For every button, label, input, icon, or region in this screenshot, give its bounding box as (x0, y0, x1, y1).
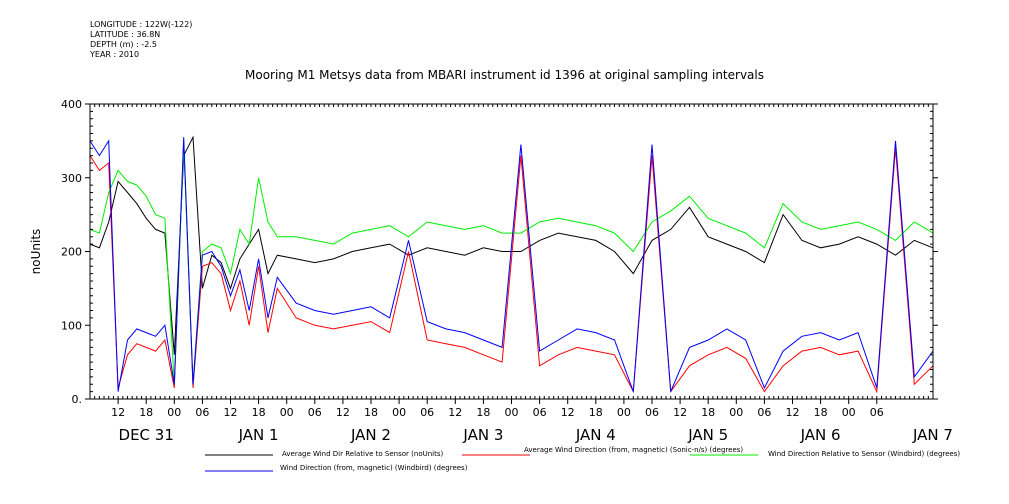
x-day-label: JAN 1 (238, 426, 279, 444)
legend-label-2: Wind Direction Relative to Sensor (Windb… (768, 450, 960, 458)
x-day-label: JAN 6 (800, 426, 841, 444)
x-tick-label: 12 (673, 406, 687, 419)
legend-label-3: Wind Direction (from, magnetic) (Windbir… (280, 464, 468, 472)
chart-title: Mooring M1 Metsys data from MBARI instru… (245, 68, 764, 82)
x-day-label: JAN 2 (350, 426, 391, 444)
x-tick-label: 06 (308, 406, 322, 419)
y-tick-label: 0. (72, 393, 83, 406)
y-tick-label: 300 (61, 172, 82, 185)
y-axis-label: noUnits (29, 229, 43, 275)
year-text: YEAR : 2010 (90, 50, 140, 59)
depth-text: DEPTH (m) : -2.5 (90, 40, 157, 49)
x-tick-label: 00 (617, 406, 631, 419)
x-tick-label: 00 (842, 406, 856, 419)
x-day-label: JAN 4 (575, 426, 616, 444)
latitude-text: LATITUDE : 36.8N (90, 30, 161, 39)
x-tick-label: 06 (533, 406, 547, 419)
x-tick-label: 00 (729, 406, 743, 419)
x-tick-label: 18 (252, 406, 266, 419)
x-tick-label: 06 (195, 406, 209, 419)
x-tick-label: 18 (476, 406, 490, 419)
x-tick-label: 12 (224, 406, 238, 419)
x-tick-label: 12 (111, 406, 125, 419)
x-tick-label: 06 (645, 406, 659, 419)
x-tick-label: 12 (561, 406, 575, 419)
x-tick-label: 00 (280, 406, 294, 419)
series-line-1 (89, 140, 934, 394)
x-tick-label: 12 (786, 406, 800, 419)
x-tick-label: 00 (392, 406, 406, 419)
x-day-label: JAN 5 (687, 426, 728, 444)
x-tick-label: 06 (757, 406, 771, 419)
longitude-text: LONGITUDE : 122W(-122) (90, 20, 193, 29)
metadata-block: LONGITUDE : 122W(-122) LATITUDE : 36.8N … (90, 20, 192, 60)
x-tick-label: 00 (505, 406, 519, 419)
x-tick-label: 18 (701, 406, 715, 419)
x-tick-label: 06 (420, 406, 434, 419)
x-tick-label: 18 (364, 406, 378, 419)
x-tick-label: 18 (814, 406, 828, 419)
y-tick-label: 400 (61, 98, 82, 111)
x-day-label: JAN 3 (462, 426, 503, 444)
x-tick-label: 06 (870, 406, 884, 419)
legend-label-0: Average Wind Dir Relative to Sensor (noU… (282, 450, 443, 458)
series-line-2 (89, 144, 934, 385)
x-tick-label: 18 (589, 406, 603, 419)
x-tick-label: 12 (448, 406, 462, 419)
series-line-3 (89, 137, 934, 392)
x-tick-label: 12 (336, 406, 350, 419)
x-tick-label: 00 (167, 406, 181, 419)
x-day-label: DEC 31 (119, 426, 174, 444)
x-day-label: JAN 7 (912, 426, 953, 444)
y-tick-label: 100 (61, 319, 82, 332)
x-tick-label: 18 (139, 406, 153, 419)
y-tick-label: 200 (61, 246, 82, 259)
legend-label-1: Average Wind Direction (from, magnetic) … (524, 446, 743, 454)
series-line-0 (89, 135, 934, 355)
